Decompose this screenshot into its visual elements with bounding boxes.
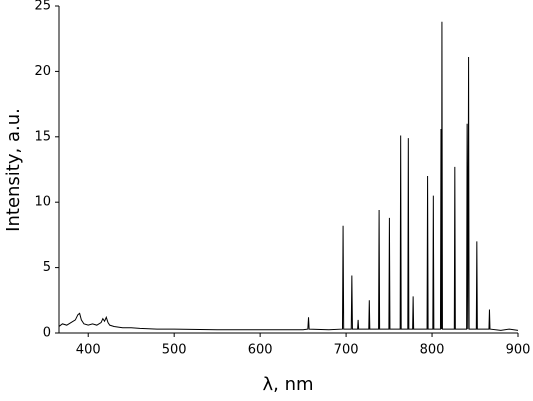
y-tick-label: 15 xyxy=(34,129,51,144)
x-tick-label: 500 xyxy=(162,343,187,358)
x-axis-title: λ, nm xyxy=(262,374,313,395)
x-tick-label: 600 xyxy=(248,343,273,358)
x-tick-label: 800 xyxy=(420,343,445,358)
y-tick-label: 20 xyxy=(34,64,51,79)
y-tick-label: 10 xyxy=(34,195,51,210)
y-axis-title: Intensity, a.u. xyxy=(3,108,24,232)
y-tick-label: 5 xyxy=(43,260,51,275)
x-tick-label: 400 xyxy=(76,343,101,358)
x-tick-label: 700 xyxy=(334,343,359,358)
y-tick-label: 0 xyxy=(43,326,51,341)
y-tick-label: 25 xyxy=(34,0,51,14)
spectrum-line xyxy=(58,21,519,331)
x-tick-label: 900 xyxy=(506,343,531,358)
